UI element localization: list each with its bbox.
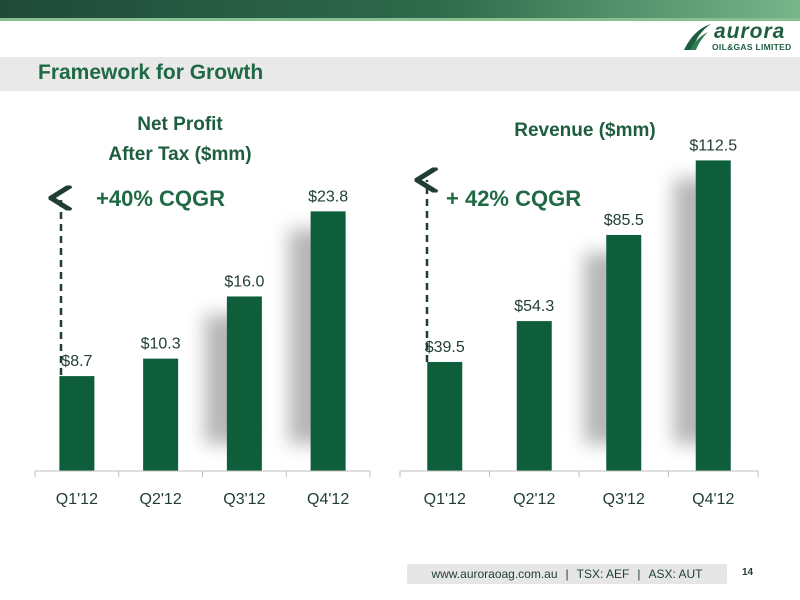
chart-2-bar (427, 361, 463, 471)
chart-2-title: Revenue ($mm) (514, 120, 656, 141)
chart-1-tick-label: Q4'12 (307, 491, 349, 508)
page-title: Framework for Growth (38, 61, 264, 84)
chart-1-bar (143, 358, 179, 471)
chart-2-bar (695, 160, 731, 471)
logo-wordmark: aurora (714, 20, 786, 43)
chart-1-bar (226, 296, 262, 471)
chart-1-data-label: $8.7 (61, 353, 92, 370)
page-number: 14 (742, 567, 754, 578)
chart-1-data-label: $10.3 (141, 336, 181, 353)
logo-subtitle: OIL&GAS LIMITED (712, 42, 792, 52)
top-banner-accent (0, 18, 800, 21)
chart-2-data-label: $112.5 (689, 137, 737, 154)
chart-1-annotation: +40% CQGR (96, 186, 225, 211)
chart-1-tick-label: Q3'12 (223, 491, 265, 508)
chart-2-bar (606, 234, 642, 471)
chart-1-title-line-1: Net Profit (137, 114, 223, 135)
chart-1-title-line-2: After Tax ($mm) (108, 144, 252, 165)
footer-bar: www.auroraoag.com.au | TSX: AEF | ASX: AUT (407, 564, 727, 584)
footer-asx: ASX: AUT (648, 567, 703, 581)
chart-1-tick-label: Q1'12 (56, 491, 98, 508)
chart-1-title: Net Profit After Tax ($mm) (60, 110, 300, 170)
chart-2-annotation: + 42% CQGR (446, 186, 582, 211)
footer-tsx: TSX: AEF (576, 567, 630, 581)
chart-1-bar (310, 211, 346, 471)
company-logo: aurora OIL&GAS LIMITED (680, 20, 792, 56)
chart-2-data-label: $85.5 (604, 212, 644, 229)
chart-2-data-label: $54.3 (514, 298, 554, 315)
swoosh-icon (684, 24, 711, 50)
footer-website-link[interactable]: www.auroraoag.com.au (431, 567, 558, 581)
chart-2-tick-label: Q2'12 (513, 491, 555, 508)
chart-1-data-label: $16.0 (224, 273, 264, 290)
chart-1-data-label: $23.8 (308, 188, 348, 205)
chart-2-tick-label: Q4'12 (692, 491, 734, 508)
top-banner (0, 0, 800, 18)
chart-2-bar (516, 321, 552, 471)
title-bar (0, 57, 800, 91)
chart-2-data-label: $39.5 (425, 339, 465, 356)
chart-2-tick-label: Q3'12 (603, 491, 645, 508)
chart-1-bar (59, 376, 95, 471)
chart-2-tick-label: Q1'12 (424, 491, 466, 508)
chart-1-tick-label: Q2'12 (140, 491, 182, 508)
